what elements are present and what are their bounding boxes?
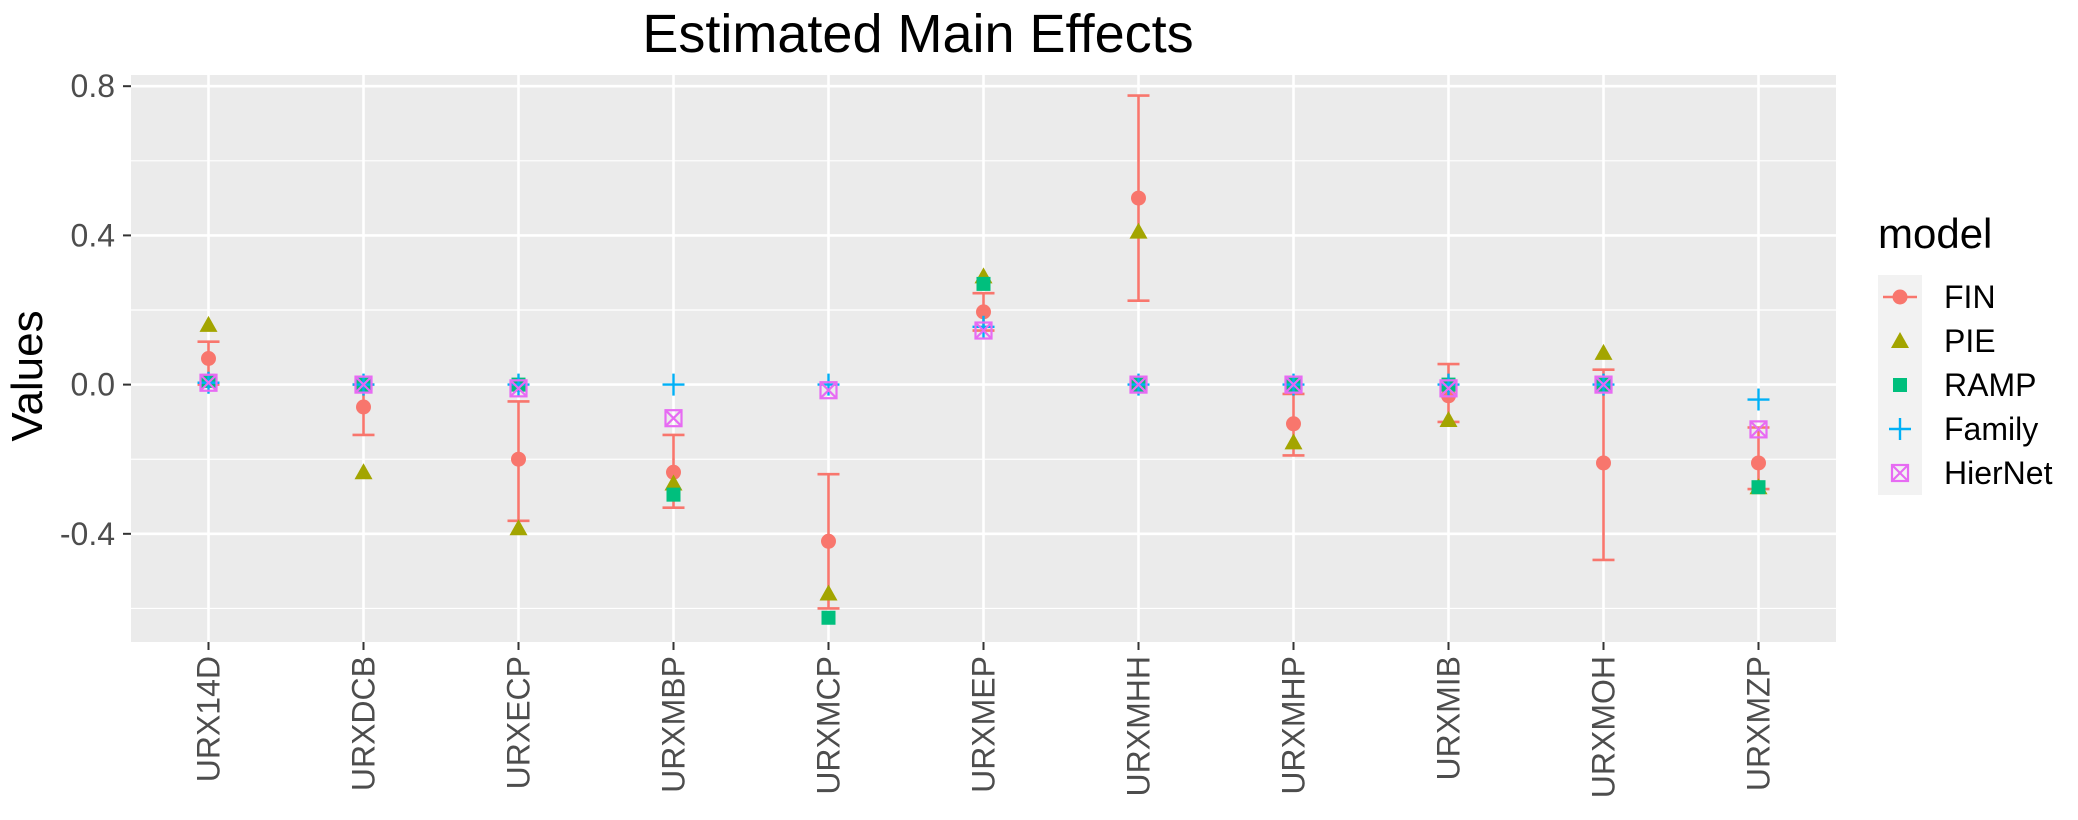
legend-label: Family xyxy=(1944,411,2038,447)
data-point-hiernet xyxy=(199,373,218,392)
data-point-ramp xyxy=(666,487,681,502)
x-tick-label: URX14D xyxy=(191,656,227,782)
data-point-fin xyxy=(1286,416,1301,432)
data-point-pie xyxy=(1129,222,1148,239)
y-tick-label: 0.4 xyxy=(71,217,115,253)
data-point-fin xyxy=(1751,455,1766,471)
data-point-hiernet xyxy=(1439,379,1458,398)
legend-label: PIE xyxy=(1944,323,1996,359)
grid-lines xyxy=(131,75,1836,642)
data-point-pie xyxy=(1439,411,1458,428)
data-point-pie xyxy=(509,519,528,536)
data-point-hiernet xyxy=(354,375,373,394)
data-point-fin xyxy=(511,451,526,467)
x-tick-label: URXMCP xyxy=(811,656,847,795)
data-point-hiernet xyxy=(1284,375,1303,394)
data-point-fin xyxy=(666,464,681,480)
x-tick-label: URXMHH xyxy=(1121,656,1157,796)
y-tick-label: -0.4 xyxy=(60,516,115,552)
data-point-fin xyxy=(976,304,991,320)
legend-key-pie xyxy=(1891,332,1909,348)
data-point-fin xyxy=(821,533,836,549)
legend-key-ramp xyxy=(1893,378,1907,392)
data-point-pie xyxy=(354,463,373,480)
legend-label: HierNet xyxy=(1944,455,2053,491)
data-point-family xyxy=(662,373,685,396)
x-tick-label: URXMEP xyxy=(966,656,1002,793)
legend-key-hiernet xyxy=(1890,463,1910,483)
legend: model FIN PIE RAMP Family HierNet xyxy=(1878,210,2053,495)
data-point-fin xyxy=(1596,455,1611,471)
data-point-ramp xyxy=(821,610,836,625)
data-point-fin xyxy=(356,399,371,415)
data-point-family xyxy=(1747,388,1770,411)
data-point-fin xyxy=(201,351,216,366)
legend-label: RAMP xyxy=(1944,367,2036,403)
data-point-hiernet xyxy=(1594,375,1613,394)
data-point-hiernet xyxy=(509,379,528,398)
data-point-ramp xyxy=(1751,480,1766,495)
y-axis: -0.4 0.0 0.4 0.8 xyxy=(60,68,131,552)
data-point-hiernet xyxy=(664,409,683,428)
data-point-pie xyxy=(819,584,838,601)
x-tick-label: URXMOH xyxy=(1586,656,1622,798)
data-point-pie xyxy=(1284,433,1303,450)
data-point-pie xyxy=(664,474,683,491)
legend-title: model xyxy=(1878,210,1992,257)
x-tick-label: URXMIB xyxy=(1431,656,1467,780)
data-point-hiernet xyxy=(974,321,993,340)
x-tick-label: URXMZP xyxy=(1741,656,1777,791)
legend-key-fin xyxy=(1892,289,1908,305)
x-tick-label: URXDCB xyxy=(346,656,382,791)
legend-label: FIN xyxy=(1944,279,1996,315)
legend-key-family xyxy=(1889,418,1911,440)
x-tick-label: URXMBP xyxy=(656,656,692,793)
data-points xyxy=(197,190,1770,625)
x-tick-label: URXECP xyxy=(501,656,537,789)
data-point-hiernet xyxy=(1749,420,1768,439)
data-point-hiernet xyxy=(1129,375,1148,394)
data-point-pie xyxy=(1594,343,1613,360)
data-point-fin xyxy=(1131,190,1146,206)
data-point-pie xyxy=(199,315,218,332)
x-tick-label: URXMHP xyxy=(1276,656,1312,795)
chart-title: Estimated Main Effects xyxy=(642,4,1193,64)
x-axis: URX14D URXDCB URXECP URXMBP URXMCP URXMEP URXM… xyxy=(191,642,1777,798)
y-tick-label: 0.8 xyxy=(71,68,115,104)
y-tick-label: 0.0 xyxy=(71,367,115,403)
data-point-ramp xyxy=(976,276,991,291)
data-point-hiernet xyxy=(819,381,838,400)
y-axis-label: Values xyxy=(3,310,52,441)
